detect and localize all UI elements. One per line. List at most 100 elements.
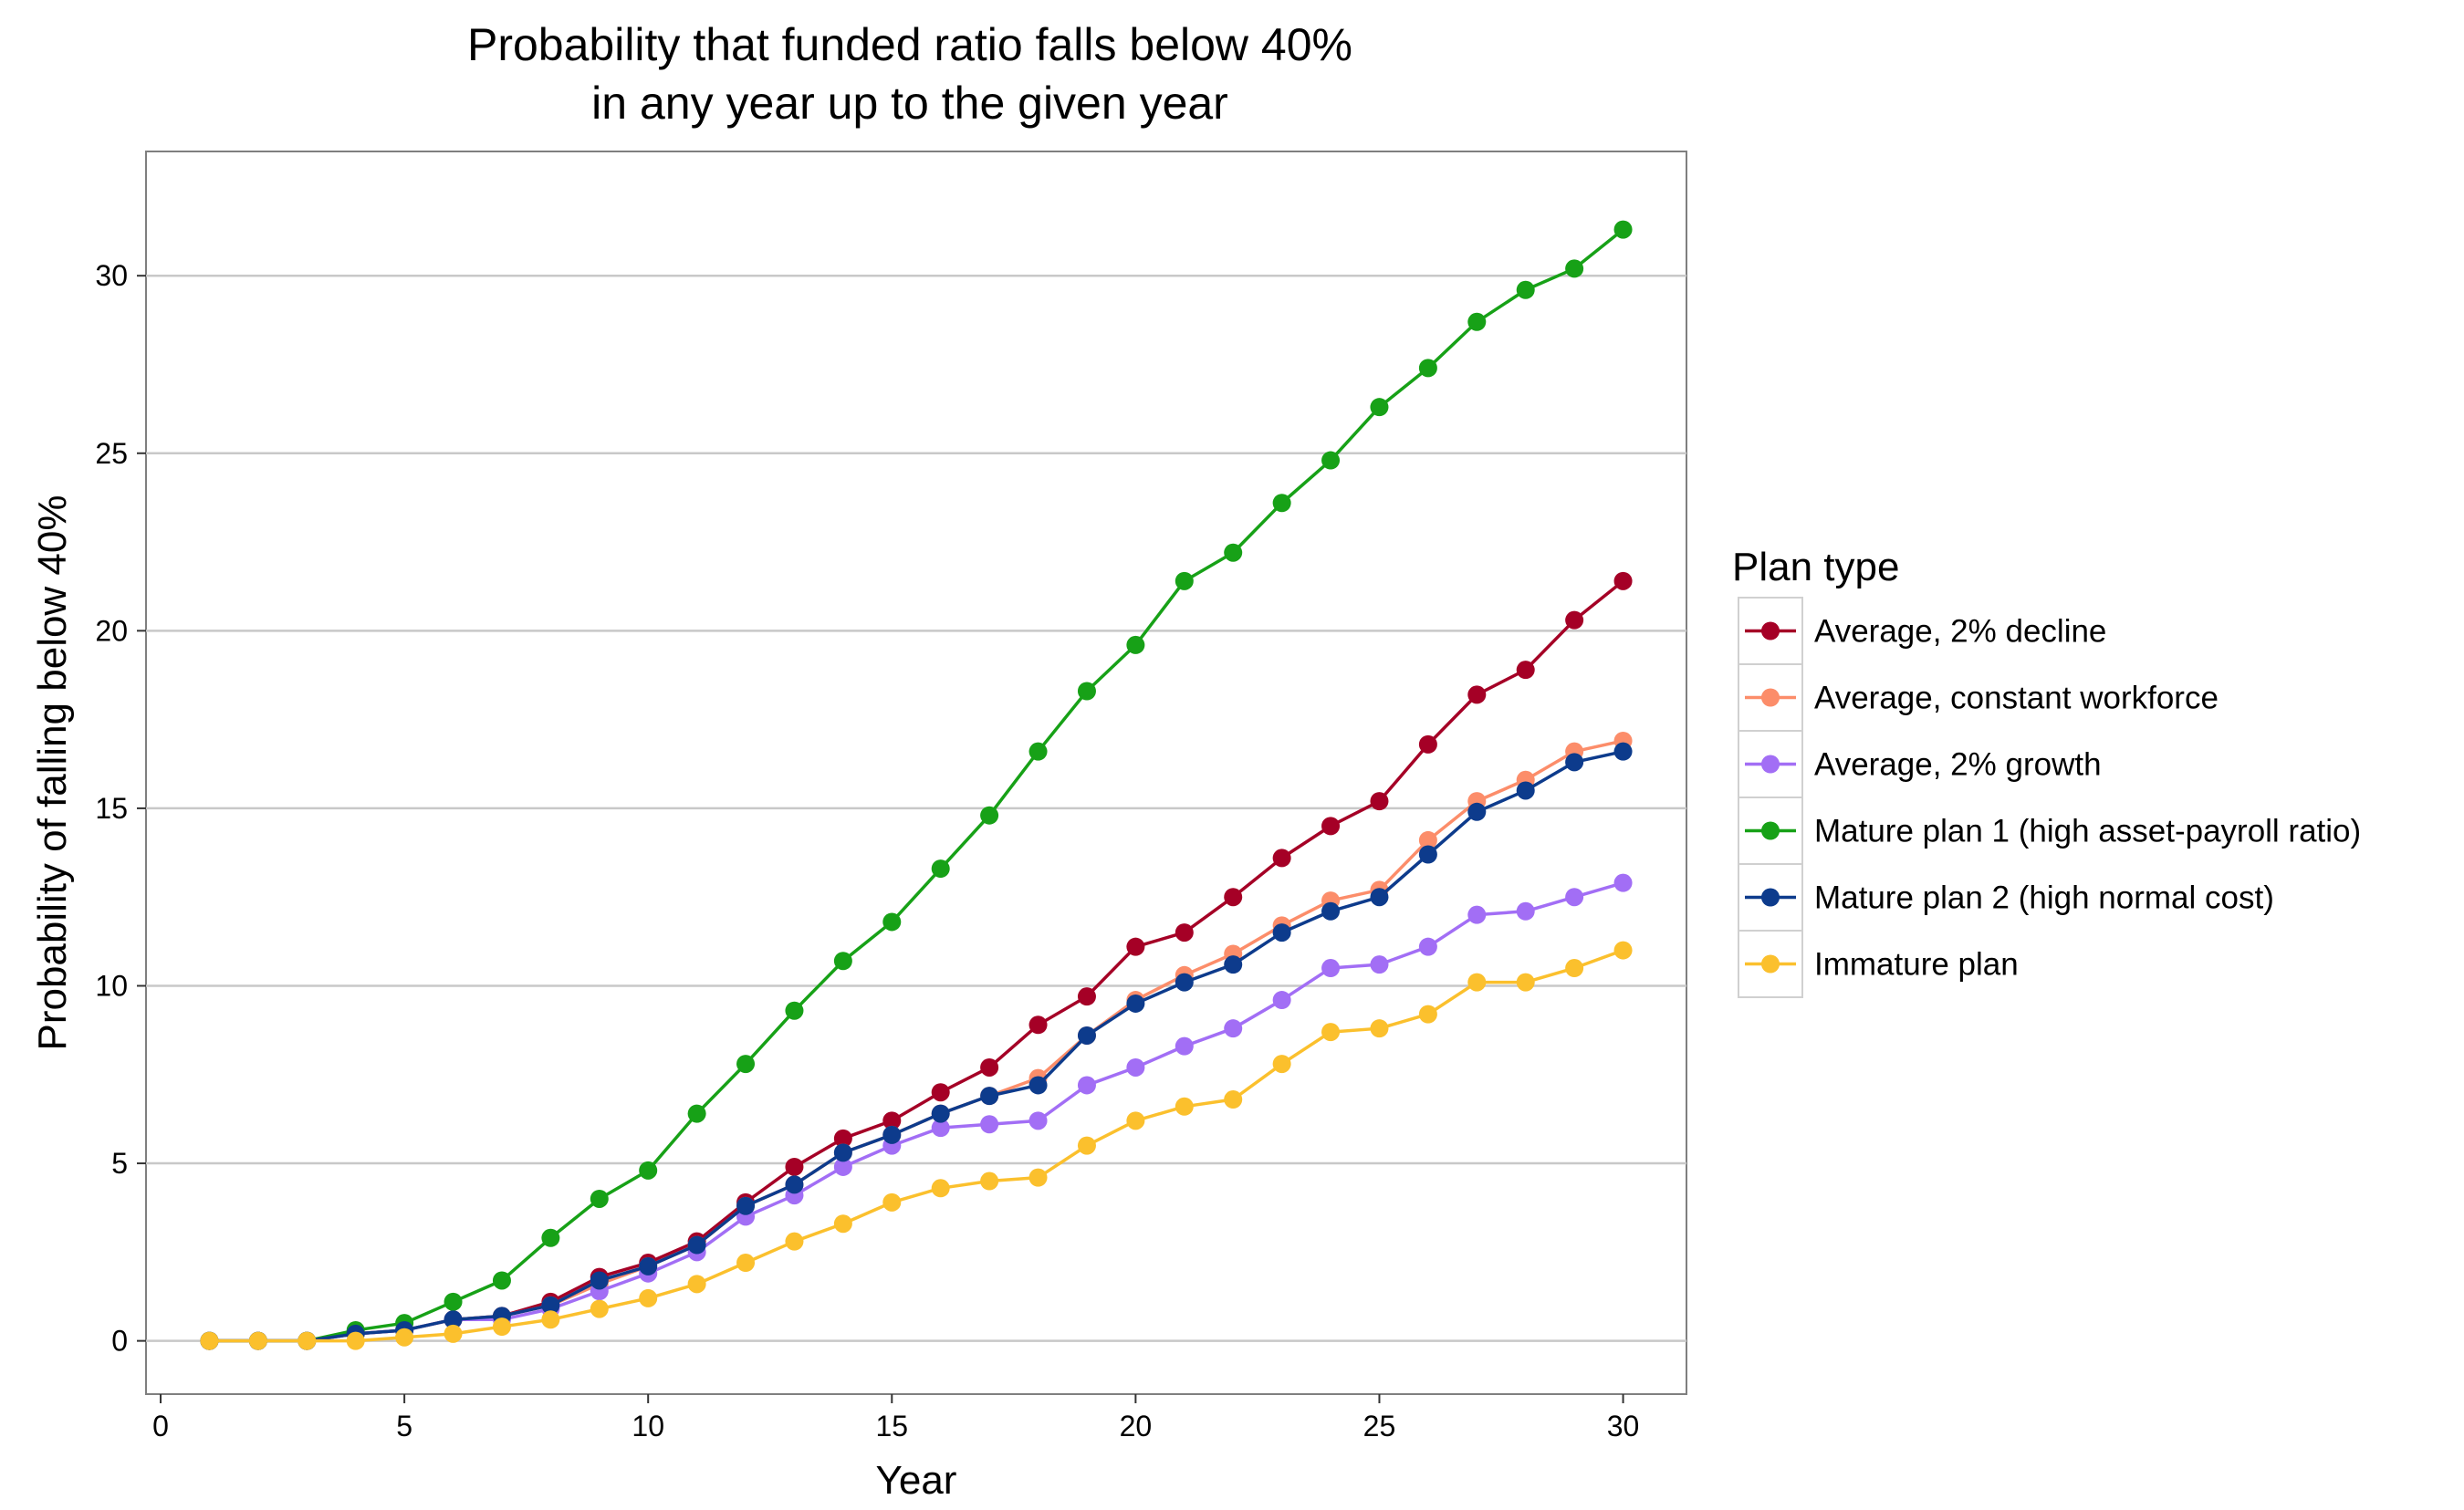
legend-key-point [1761, 621, 1780, 640]
data-point [1418, 845, 1437, 864]
data-point [590, 1299, 609, 1318]
data-point [298, 1331, 317, 1350]
data-point [833, 1129, 852, 1148]
y-tick-label: 10 [95, 969, 128, 1002]
y-tick-label: 25 [95, 437, 128, 470]
data-point [1175, 973, 1194, 992]
data-point [833, 1143, 852, 1162]
series-6 [200, 941, 1633, 1350]
data-point [931, 1083, 950, 1102]
data-point [541, 1310, 560, 1329]
data-point [1565, 888, 1584, 907]
y-axis: 0 5 10 15 20 25 30 [95, 259, 146, 1358]
data-point [248, 1331, 267, 1350]
data-point [1370, 792, 1389, 811]
legend-label: Immature plan [1814, 947, 2019, 983]
data-point [492, 1317, 511, 1337]
data-point [1516, 973, 1535, 992]
data-point [1077, 987, 1096, 1006]
legend-label: Mature plan 2 (high normal cost) [1814, 880, 2274, 916]
data-point [1370, 1019, 1389, 1038]
data-point [736, 1196, 756, 1215]
y-tick-label: 20 [95, 614, 128, 647]
data-point [1272, 494, 1291, 513]
data-point [590, 1271, 609, 1290]
data-point [882, 1125, 902, 1144]
legend-item: Mature plan 2 (high normal cost) [1738, 863, 2274, 916]
legend-key-point [1761, 954, 1780, 974]
x-tick-label: 20 [1120, 1410, 1153, 1442]
data-point [736, 1055, 756, 1074]
legend: Plan type Average, 2% decline Average, co… [1732, 545, 2361, 998]
x-tick-label: 30 [1607, 1410, 1640, 1442]
data-point [1126, 1111, 1145, 1130]
data-point [882, 1111, 902, 1130]
y-tick-label: 5 [111, 1147, 128, 1180]
data-point [1224, 1019, 1243, 1038]
data-point [1613, 742, 1633, 761]
data-point [1467, 802, 1487, 821]
data-point [1370, 888, 1389, 907]
data-point [1272, 1055, 1291, 1074]
data-point [1516, 280, 1535, 299]
data-point [785, 1157, 804, 1176]
data-point [639, 1288, 658, 1307]
data-point [492, 1271, 511, 1290]
data-point [1224, 543, 1243, 562]
y-axis-label: Probability of falling below 40% [30, 495, 75, 1050]
data-point [980, 1057, 999, 1077]
data-point [1370, 398, 1389, 417]
data-point [980, 806, 999, 825]
data-point [1516, 661, 1535, 680]
data-point [1516, 781, 1535, 800]
data-point [1613, 941, 1633, 960]
data-point [1613, 220, 1633, 239]
x-tick-label: 10 [632, 1410, 664, 1442]
data-point [1272, 923, 1291, 942]
data-point [785, 1001, 804, 1020]
data-point [346, 1331, 365, 1350]
data-point [1418, 937, 1437, 956]
y-tick-label: 0 [111, 1325, 128, 1358]
data-point [1224, 955, 1243, 974]
plot-panel [145, 151, 1687, 1395]
legend-label: Average, 2% growth [1814, 747, 2102, 783]
data-point [736, 1254, 756, 1273]
data-point [980, 1087, 999, 1106]
legend-label: Mature plan 1 (high asset-payroll ratio) [1814, 814, 2361, 849]
y-tick-label: 30 [95, 259, 128, 292]
data-point [882, 1192, 902, 1212]
data-point [1028, 1015, 1048, 1035]
legend-key-point [1761, 755, 1780, 774]
legend-title: Plan type [1732, 545, 1899, 589]
data-point [980, 1172, 999, 1191]
data-point [1077, 682, 1096, 701]
data-point [1224, 1090, 1243, 1109]
data-point [1077, 1026, 1096, 1045]
legend-item: Immature plan [1738, 930, 2019, 983]
data-point [931, 1119, 950, 1138]
data-point [1418, 1005, 1437, 1024]
data-point [1418, 830, 1437, 849]
data-point [1175, 571, 1194, 590]
data-point [1321, 451, 1341, 470]
data-point [1028, 742, 1048, 761]
data-point [1321, 959, 1341, 978]
series-layer [200, 220, 1633, 1350]
legend-key-point [1761, 821, 1780, 840]
data-point [1321, 1023, 1341, 1042]
data-point [1028, 1076, 1048, 1095]
data-point [1613, 571, 1633, 590]
data-point [1175, 1036, 1194, 1056]
data-point [980, 1115, 999, 1134]
x-tick-label: 0 [152, 1410, 169, 1442]
data-point [1272, 849, 1291, 868]
chart-title-line-2: in any year up to the given year [591, 78, 1228, 129]
data-point [1418, 734, 1437, 754]
data-point [1565, 259, 1584, 278]
data-point [1272, 991, 1291, 1010]
legend-key-point [1761, 888, 1780, 907]
gridlines [146, 274, 1686, 1342]
data-point [395, 1328, 414, 1347]
